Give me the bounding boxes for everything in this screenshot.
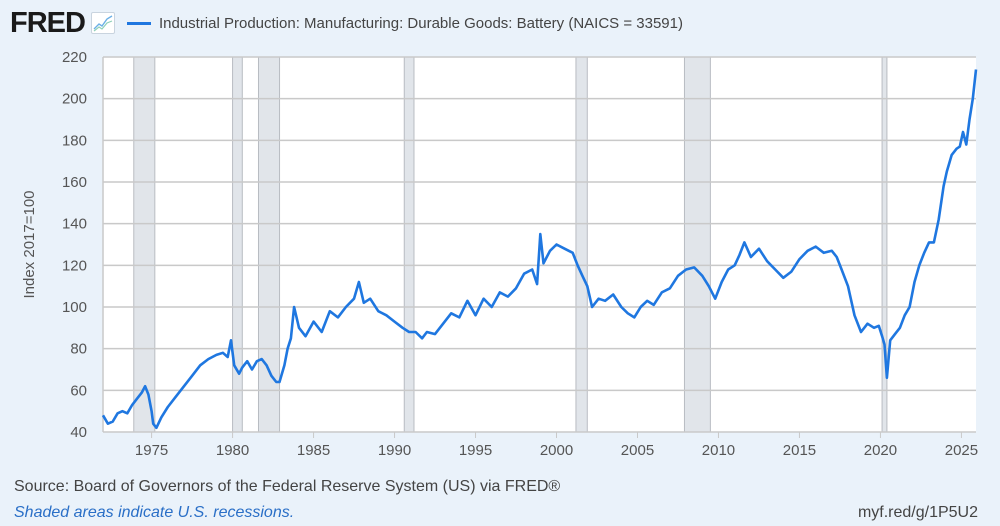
recession-band <box>403 56 415 433</box>
source-note: Source: Board of Governors of the Federa… <box>14 478 561 495</box>
x-tick-label: 1975 <box>135 442 168 459</box>
y-tick-label: 80 <box>70 341 87 358</box>
line-chart-icon[interactable] <box>90 12 115 34</box>
short-link[interactable]: myf.red/g/1P5U2 <box>857 504 978 521</box>
y-tick-labels: 40 60 80 100 120 140 160 180 200 220 <box>62 49 87 441</box>
x-tick-label: 1985 <box>297 442 330 459</box>
recession-band <box>575 56 588 433</box>
x-tick-label: 2025 <box>945 442 978 459</box>
y-tick-label: 120 <box>62 257 87 274</box>
chart-header: FRED Industrial Production: Manufacturin… <box>10 8 683 38</box>
recession-bands <box>133 56 888 433</box>
x-tick-label: 2000 <box>540 442 573 459</box>
y-tick-label: 100 <box>62 299 87 316</box>
recession-band <box>683 56 711 433</box>
legend-line-swatch <box>126 21 151 25</box>
y-tick-label: 160 <box>62 174 87 191</box>
y-tick-label: 60 <box>70 382 87 399</box>
x-tick-label: 1980 <box>216 442 249 459</box>
series-line <box>101 69 978 430</box>
x-tick-label: 2010 <box>702 442 735 459</box>
y-tick-label: 180 <box>62 132 87 149</box>
legend-series-label: Industrial Production: Manufacturing: Du… <box>158 14 683 32</box>
fred-logo[interactable]: FRED <box>10 7 86 39</box>
x-tick-labels: 1975 1980 1985 1990 1995 2000 2005 2010 2015 2020… <box>135 432 978 459</box>
y-axis-label: Index 2017=100 <box>21 190 38 298</box>
x-tick-label: 2005 <box>621 442 654 459</box>
recession-note: Shaded areas indicate U.S. recessions. <box>14 504 295 521</box>
y-tick-label: 220 <box>62 49 87 66</box>
y-tick-label: 200 <box>62 91 87 108</box>
x-tick-label: 2015 <box>783 442 816 459</box>
recession-band <box>257 56 281 433</box>
x-tick-label: 1995 <box>459 442 492 459</box>
recession-band <box>232 56 243 433</box>
recession-band <box>133 56 156 433</box>
y-tick-label: 140 <box>62 216 87 233</box>
x-tick-label: 1990 <box>378 442 411 459</box>
x-tick-label: 2020 <box>864 442 897 459</box>
y-tick-label: 40 <box>70 424 87 441</box>
